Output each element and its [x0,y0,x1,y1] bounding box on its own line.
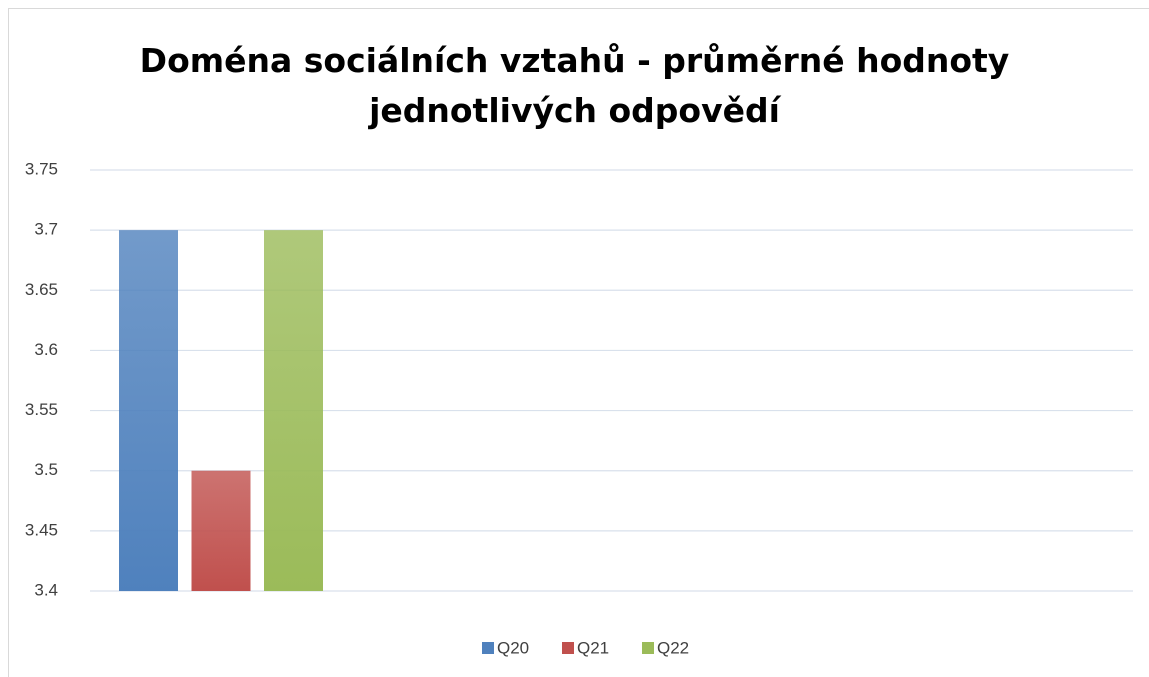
bar [264,230,323,591]
legend-swatch [642,642,654,654]
bar [191,470,251,591]
bar [119,230,178,591]
legend-swatch [562,642,574,654]
y-tick-label: 3.5 [34,460,58,479]
y-tick-label: 3.55 [25,400,58,419]
y-tick-label: 3.75 [25,159,58,178]
chart-border [8,8,1149,677]
legend-label: Q22 [657,638,689,657]
chart-title: Doména sociálních vztahů - průměrné hodn… [139,41,1010,130]
y-tick-label: 3.4 [34,580,58,599]
legend-label: Q20 [497,638,529,657]
legend-label: Q21 [577,638,609,657]
y-tick-label: 3.45 [25,520,58,539]
y-tick-label: 3.65 [25,280,58,299]
y-tick-label: 3.6 [34,340,58,359]
y-tick-label: 3.7 [34,220,58,239]
legend-swatch [482,642,494,654]
